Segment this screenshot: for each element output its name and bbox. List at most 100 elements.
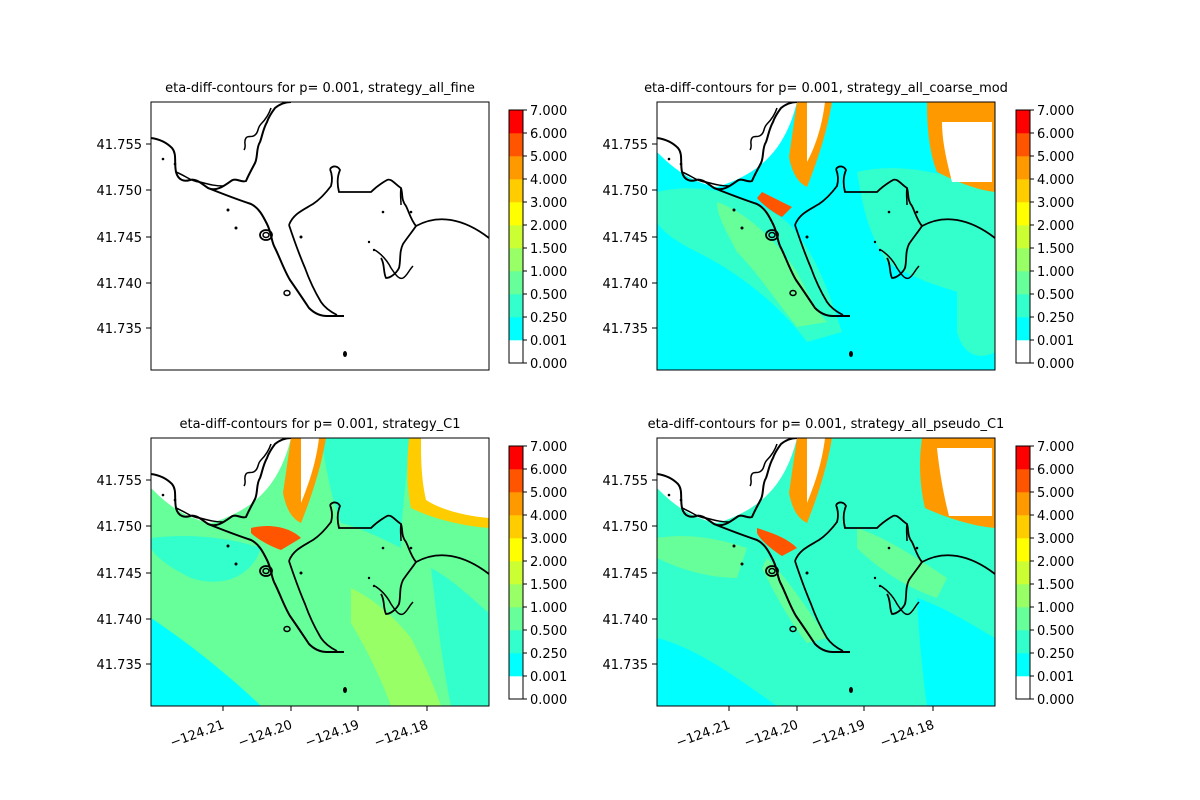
colorbar-tick-label: 5.000 [1037,150,1074,165]
colorbar-tick-label: 5.000 [530,150,567,165]
colorbar-segment [509,446,523,470]
colorbar-segment [509,179,523,203]
colorbar-segment [1016,446,1030,470]
colorbar-segment [1016,469,1030,493]
y-tick-label: 41.755 [97,474,143,489]
colorbar-tick-label: 0.500 [1037,624,1074,639]
subplot-title: eta-diff-contours for p= 0.001, strategy… [165,81,475,96]
y-tick-label: 41.755 [603,474,649,489]
colorbars: 0.000 0.001 0.250 0.500 1.000 1.500 2.000 3.000… [508,104,1074,708]
y-tick-label: 41.745 [603,231,649,246]
contour-fill [657,102,995,370]
colorbar-tick-label: 3.000 [1037,196,1074,211]
y-tick-label: 41.745 [97,231,143,246]
colorbar-segment [1016,133,1030,157]
colorbar-tick-label: 7.000 [530,104,567,119]
colorbar-segment [509,561,523,585]
colorbar-tick-label: 7.000 [1037,104,1074,119]
colorbar-tick-label: 1.000 [530,265,567,280]
colorbar-tick-label: 0.000 [530,357,567,372]
colorbar-tick-label: 0.500 [1037,288,1074,303]
colorbar-segment [509,156,523,180]
y-tick-label: 41.750 [97,520,143,535]
colorbar-tick-label: 6.000 [530,463,567,478]
plot-area [151,102,489,370]
colorbar-segment [509,676,523,700]
colorbar-segment [1016,225,1030,249]
colorbar-segment [1016,515,1030,539]
y-tick-label: 41.755 [603,138,649,153]
colorbar-segment [1016,110,1030,134]
colorbar-segment [1016,202,1030,226]
colorbar-tick-label: 0.250 [1037,311,1074,326]
colorbar-tick-label: 1.500 [530,578,567,593]
colorbar-segment [509,653,523,677]
x-tick-label: −124.20 [236,718,294,751]
y-tick-label: 41.750 [97,184,143,199]
x-tick-label: −124.19 [809,718,867,751]
colorbar-tick-label: 0.250 [530,311,567,326]
x-tick-label: −124.18 [878,718,936,751]
colorbar-tick-label: 5.000 [530,486,567,501]
colorbar: 0.000 0.001 0.250 0.500 1.000 1.500 2.000 3.000… [1015,440,1074,708]
colorbar-segment [509,340,523,364]
colorbar-segment [509,630,523,654]
colorbar-segment [1016,538,1030,562]
subplot-title: eta-diff-contours for p= 0.001, strategy… [644,81,1008,96]
colorbar-tick-label: 1.500 [1037,578,1074,593]
colorbar-segment [509,225,523,249]
colorbar-segment [1016,179,1030,203]
x-tick-label: −124.21 [674,718,732,751]
x-tick-label: −124.20 [742,718,800,751]
colorbar-tick-label: 2.000 [530,555,567,570]
colorbar-segment [509,271,523,295]
colorbar-segment [509,133,523,157]
colorbar-tick-label: 0.500 [530,624,567,639]
colorbar-tick-label: 1.000 [1037,601,1074,616]
colorbar-tick-label: 2.000 [1037,555,1074,570]
subplot-title: eta-diff-contours for p= 0.001, strategy… [648,417,1005,432]
colorbar-tick-label: 4.000 [530,509,567,524]
colorbar-segment [509,492,523,516]
subplot-strategy-c1 [150,437,490,707]
colorbar-segment [1016,294,1030,318]
colorbar-tick-label: 0.001 [530,334,567,349]
x-tick-label: −124.18 [372,718,430,751]
colorbar-segment [1016,584,1030,608]
colorbar-tick-label: 0.000 [1037,693,1074,708]
colorbar-tick-label: 2.000 [1037,219,1074,234]
colorbar-segment [1016,607,1030,631]
colorbar: 0.000 0.001 0.250 0.500 1.000 1.500 2.000 3.000… [1015,104,1074,372]
colorbar-segment [1016,630,1030,654]
subplot-strategy-all-pseudo-c1 [656,437,996,707]
y-tick-label: 41.740 [97,277,143,292]
colorbar: 0.000 0.001 0.250 0.500 1.000 1.500 2.000 3.000… [508,104,567,372]
subplot-title: eta-diff-contours for p= 0.001, strategy… [180,417,461,432]
y-tick-label: 41.735 [603,322,649,337]
colorbar-segment [509,248,523,272]
colorbar-segment [1016,248,1030,272]
colorbar-segment [1016,492,1030,516]
subplot-strategy-all-coarse-mod [656,101,996,371]
colorbar-tick-label: 3.000 [530,196,567,211]
colorbar-tick-label: 3.000 [1037,532,1074,547]
colorbar-tick-label: 0.001 [1037,670,1074,685]
colorbar-tick-label: 1.000 [1037,265,1074,280]
subplot-strategy-all-fine [150,101,490,371]
y-tick-label: 41.735 [97,658,143,673]
colorbar-segment [509,294,523,318]
colorbar-tick-label: 0.001 [530,670,567,685]
x-tick-label: −124.19 [303,718,361,751]
colorbar-tick-label: 6.000 [530,127,567,142]
y-tick-label: 41.740 [603,613,649,628]
colorbar-segment [509,110,523,134]
colorbar-tick-label: 0.001 [1037,334,1074,349]
colorbar-tick-label: 0.000 [530,693,567,708]
y-tick-label: 41.755 [97,138,143,153]
colorbar-segment [509,538,523,562]
colorbar-segment [1016,271,1030,295]
colorbar: 0.000 0.001 0.250 0.500 1.000 1.500 2.000 3.000… [508,440,567,708]
colorbar-segment [509,469,523,493]
colorbar-segment [1016,676,1030,700]
colorbar-tick-label: 4.000 [1037,509,1074,524]
